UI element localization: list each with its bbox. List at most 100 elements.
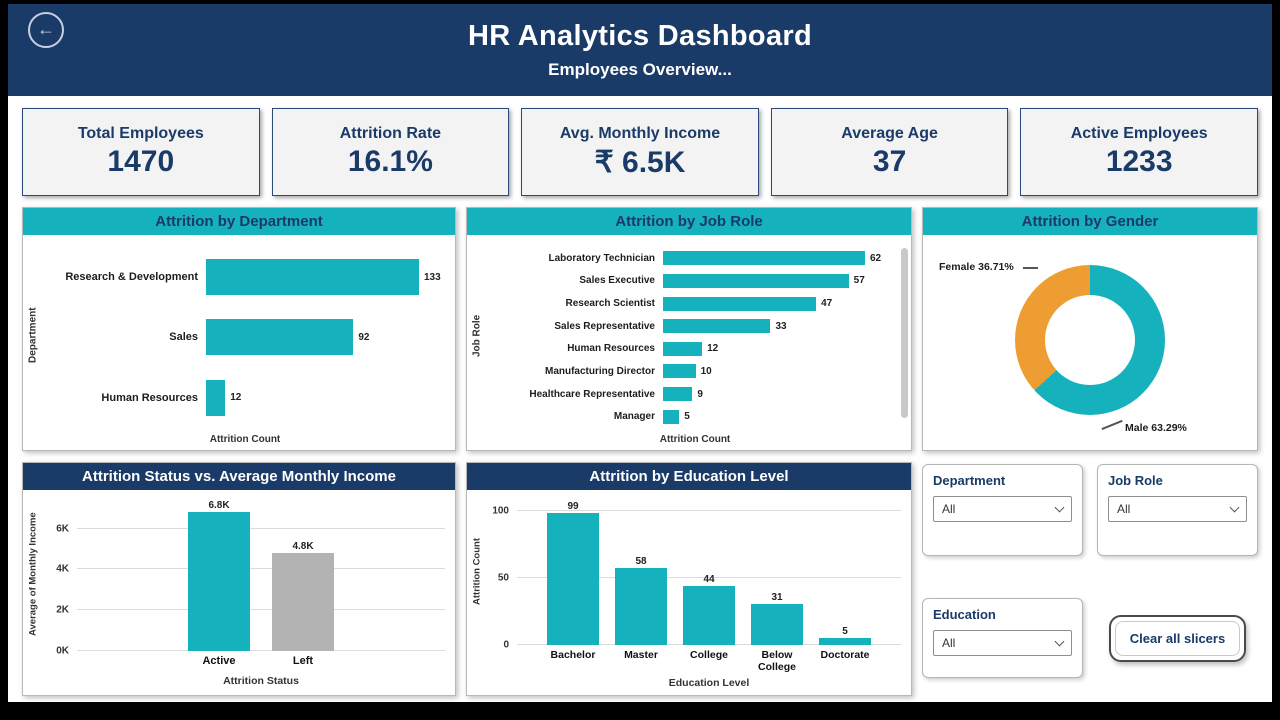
y-axis-ticks: 0K 2K 4K 6K: [41, 498, 77, 656]
bar[interactable]: [547, 512, 599, 645]
kpi-value: 1233: [1105, 145, 1173, 178]
value-label: 6.8K: [208, 500, 230, 512]
bar[interactable]: [663, 387, 693, 402]
department-bars: Research & Development 133 Sales 92 Human Re…: [41, 239, 449, 432]
bar[interactable]: [751, 603, 803, 645]
value-label: 5: [684, 411, 690, 423]
kpi-card-attrition-rate: Attrition Rate 16.1%: [271, 108, 510, 196]
bar-area: 92: [206, 319, 443, 356]
gender-donut[interactable]: [1015, 265, 1165, 415]
category-label: Laboratory Technician: [548, 252, 655, 264]
kpi-card-total-employees: Total Employees 1470: [22, 108, 260, 196]
bar[interactable]: [663, 409, 680, 424]
bar-area: 133: [206, 259, 443, 296]
kpi-label: Total Employees: [77, 125, 204, 142]
job-role-dropdown[interactable]: All: [1108, 496, 1247, 522]
male-slice-label: Male 63.29%: [1125, 422, 1187, 434]
bar[interactable]: [206, 319, 354, 356]
dropdown-value: All: [1117, 502, 1131, 516]
x-axis-labels: Active Left: [77, 651, 445, 675]
bar[interactable]: [819, 638, 871, 645]
tick-label: 4K: [56, 563, 69, 575]
bar-row: Human Resources 12: [41, 379, 443, 416]
dashboard: ← HR Analytics Dashboard Employees Overv…: [8, 4, 1272, 702]
bar-area: 62: [663, 251, 891, 266]
bar-area: 57: [663, 273, 891, 288]
job-role-chart-body: Job Role Laboratory Technician 62 Sales Ex…: [467, 235, 911, 450]
value-label: 133: [423, 271, 441, 283]
x-axis-title: Attrition Count: [209, 434, 281, 445]
middle-chart-row: Attrition by Department Department Resea…: [22, 207, 1258, 451]
category-label: Research & Development: [65, 271, 198, 284]
value-label: 12: [230, 392, 242, 404]
bar[interactable]: [663, 251, 865, 266]
chart-title: Attrition by Job Role: [467, 208, 911, 235]
bar[interactable]: [206, 379, 226, 416]
category-label: Left: [292, 655, 314, 667]
label-leader-line: [1101, 419, 1123, 430]
kpi-value: 1470: [107, 145, 175, 178]
back-button[interactable]: ←: [28, 12, 64, 48]
bar[interactable]: [663, 319, 771, 334]
department-dropdown[interactable]: All: [933, 496, 1072, 522]
category-label: Below College: [758, 649, 796, 674]
page-subtitle: Employees Overview...: [548, 60, 732, 79]
bar[interactable]: [683, 586, 735, 645]
kpi-label: Avg. Monthly Income: [559, 124, 721, 142]
education-dropdown[interactable]: All: [933, 630, 1072, 656]
gender-chart-body: Female 36.71% Male 63.29%: [923, 235, 1257, 450]
category-label: College: [690, 649, 728, 661]
clear-all-slicers-button[interactable]: Clear all slicers: [1108, 614, 1247, 662]
kpi-row: Total Employees 1470 Attrition Rate 16.1…: [22, 108, 1258, 196]
tick-label: 50: [497, 572, 509, 584]
bar[interactable]: [615, 567, 667, 645]
bar[interactable]: [206, 259, 419, 296]
tick-label: 100: [492, 505, 509, 517]
slicer-education: Education All: [922, 598, 1083, 678]
income-chart-body: Average of Monthly Income 0K 2K 4K 6K 6.8K 4…: [23, 490, 455, 695]
bar[interactable]: [272, 553, 334, 651]
x-axis-title: Attrition Status: [223, 675, 299, 687]
category-label: Sales Representative: [554, 320, 655, 332]
kpi-card-active-employees: Active Employees 1233: [1020, 108, 1258, 196]
kpi-label: Attrition Rate: [339, 125, 442, 142]
bar-area: 47: [663, 296, 891, 311]
category-label: Sales: [169, 331, 198, 344]
chart-title: Attrition by Education Level: [467, 463, 911, 490]
category-label: Manager: [613, 411, 655, 423]
bar[interactable]: [663, 364, 696, 379]
vertical-scrollbar[interactable]: [901, 248, 908, 418]
bar-area: 10: [663, 364, 891, 379]
bar-row: Human Resources 12: [485, 341, 891, 356]
chart-attrition-by-job-role: Attrition by Job Role Job Role Laborator…: [466, 207, 912, 451]
value-label: 62: [869, 252, 882, 264]
department-chart-body: Department Research & Development 133 Sale…: [23, 235, 455, 450]
clear-button-label: Clear all slicers: [1114, 620, 1241, 656]
y-axis-title: Average of Monthly Income: [27, 512, 39, 637]
female-slice-label: Female 36.71%: [939, 261, 1014, 273]
y-axis-title: Job Role: [471, 314, 483, 357]
bar-column: 31: [751, 498, 803, 645]
bar-column: 6.8K: [188, 498, 250, 651]
clear-button-area: Clear all slicers: [1097, 598, 1258, 678]
value-label: 33: [775, 320, 787, 332]
value-label: 31: [771, 591, 783, 603]
bar[interactable]: [663, 273, 849, 288]
bar[interactable]: [663, 341, 703, 356]
chart-title: Attrition Status vs. Average Monthly Inc…: [23, 463, 455, 490]
tick-label: 6K: [56, 523, 69, 535]
value-label: 57: [853, 275, 865, 287]
tick-label: 0: [503, 639, 509, 651]
slicer-label: Education: [933, 607, 996, 622]
bar-row: Manager 5: [485, 409, 891, 424]
slicer-label: Job Role: [1108, 473, 1163, 488]
bar[interactable]: [188, 512, 250, 651]
plot-area: 6.8K 4.8K: [77, 498, 445, 651]
bars-container: 99 58 44 31 5: [517, 498, 901, 645]
bar-area: 12: [663, 341, 891, 356]
bar[interactable]: [663, 296, 817, 311]
gridline: [77, 650, 445, 651]
bar-row: Manufacturing Director 10: [485, 364, 891, 379]
category-label: Master: [624, 649, 658, 661]
bar-column: 99: [547, 498, 599, 645]
